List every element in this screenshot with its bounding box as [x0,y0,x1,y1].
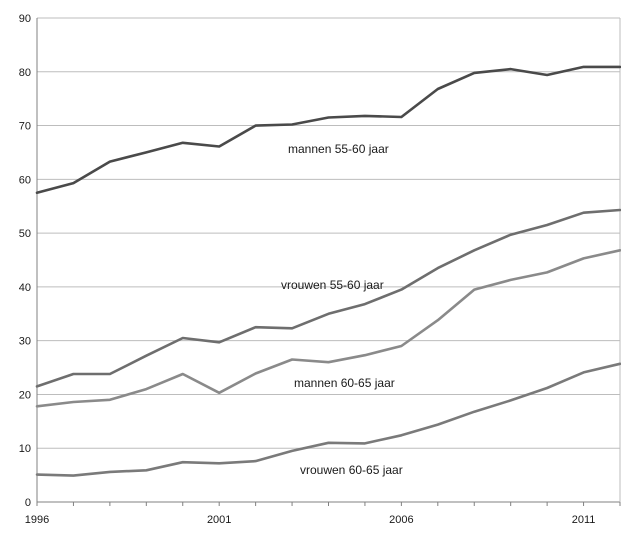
chart-axes [36,18,621,503]
x-tick-label: 2001 [207,514,231,526]
series-labels: mannen 55-60 jaar vrouwen 55-60 jaar man… [281,142,403,477]
series-line-2 [35,249,621,408]
y-tick-label: 10 [19,443,31,455]
series-label-mannen-60-65: mannen 60-65 jaar [294,376,395,390]
y-tick-label: 60 [19,174,31,186]
series-line-3 [35,362,621,477]
y-tick-label: 20 [19,389,31,401]
y-axis-ticks: 0 10 20 30 40 50 60 70 80 90 [19,13,31,509]
x-axis-ticks: 1996 2001 2006 2011 [25,502,621,526]
series-label-vrouwen-55-60: vrouwen 55-60 jaar [281,278,384,292]
series-label-mannen-55-60: mannen 55-60 jaar [288,142,389,156]
y-tick-label: 30 [19,336,31,348]
y-tick-label: 40 [19,282,31,294]
y-tick-label: 90 [19,13,31,25]
series-label-vrouwen-60-65: vrouwen 60-65 jaar [300,463,403,477]
x-tick-label: 2006 [389,514,413,526]
series-line-1 [35,208,621,388]
x-tick-label: 1996 [25,514,49,526]
chart-gridlines [37,17,620,449]
chart-series [35,65,621,477]
y-tick-label: 80 [19,67,31,79]
y-tick-label: 0 [25,497,31,509]
y-tick-label: 50 [19,228,31,240]
y-tick-label: 70 [19,121,31,133]
series-line-0 [35,65,621,195]
x-tick-label: 2011 [572,514,596,526]
